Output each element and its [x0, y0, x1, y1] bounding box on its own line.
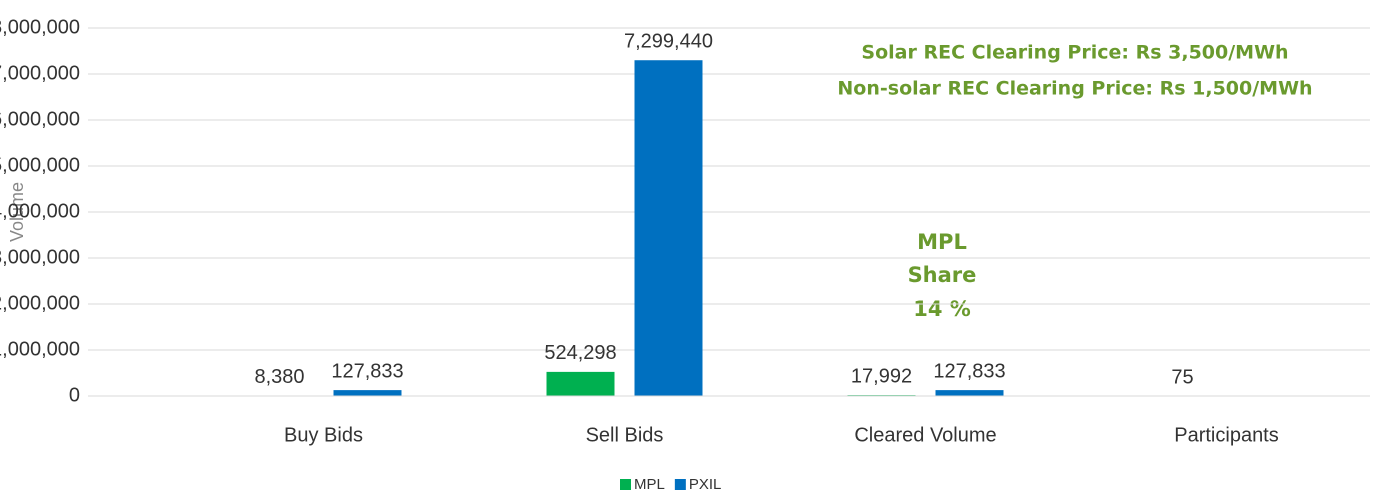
x-tick-label: Cleared Volume	[854, 424, 996, 446]
annotation: Non-solar REC Clearing Price: Rs 1,500/M…	[837, 78, 1312, 100]
share-annotation: Share	[908, 263, 977, 287]
share-annotation: 14 %	[913, 297, 971, 321]
data-label: 127,833	[933, 360, 1005, 382]
legend-swatch	[620, 479, 631, 490]
y-tick-label: 7,000,000	[0, 62, 80, 84]
data-label: 7,299,440	[624, 31, 713, 53]
y-tick-label: 2,000,000	[0, 292, 80, 314]
share-annotation: MPL	[917, 230, 967, 254]
y-tick-label: 0	[69, 384, 80, 406]
legend-label: MPL	[634, 476, 665, 493]
annotation: Solar REC Clearing Price: Rs 3,500/MWh	[861, 42, 1288, 64]
bar	[935, 390, 1004, 396]
legend-swatch	[674, 479, 686, 490]
y-tick-label: 1,000,000	[0, 338, 80, 360]
data-label: 75	[1171, 366, 1193, 388]
data-label: 127,833	[331, 360, 403, 382]
y-axis-label: Volume	[7, 182, 27, 242]
y-tick-label: 6,000,000	[0, 108, 80, 130]
x-tick-label: Sell Bids	[586, 424, 664, 446]
bar	[546, 371, 615, 396]
data-label: 524,298	[544, 342, 616, 364]
y-tick-label: 3,000,000	[0, 246, 80, 268]
bar	[634, 60, 703, 396]
y-tick-label: 8,000,000	[0, 16, 80, 38]
legend-label: PXIL	[689, 476, 722, 493]
x-tick-label: Participants	[1174, 424, 1279, 446]
x-tick-label: Buy Bids	[284, 424, 363, 446]
data-label: 8,380	[254, 366, 304, 388]
data-label: 17,992	[851, 365, 912, 387]
bar	[333, 390, 402, 396]
y-tick-label: 5,000,000	[0, 154, 80, 176]
y-tick-label: 4,000,000	[0, 200, 80, 222]
